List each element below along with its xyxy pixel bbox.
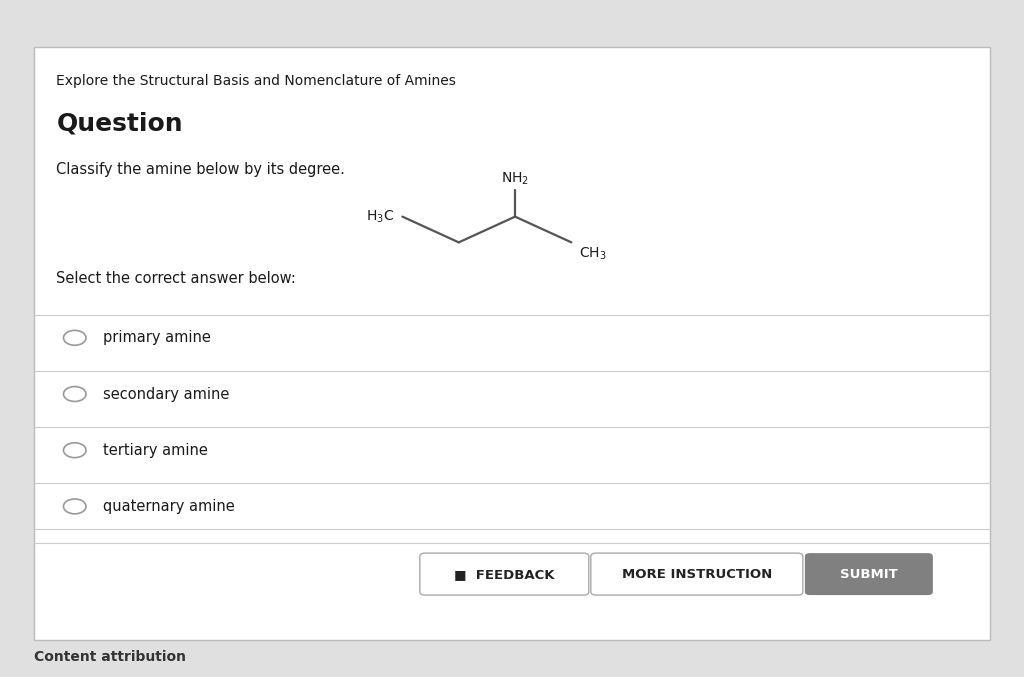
Text: SUBMIT: SUBMIT — [840, 567, 898, 581]
Text: secondary amine: secondary amine — [103, 387, 229, 401]
Text: Explore the Structural Basis and Nomenclature of Amines: Explore the Structural Basis and Nomencl… — [56, 74, 457, 89]
Text: $\mathregular{CH_3}$: $\mathregular{CH_3}$ — [579, 246, 606, 262]
Text: $\mathregular{NH_2}$: $\mathregular{NH_2}$ — [501, 171, 529, 187]
Text: primary amine: primary amine — [103, 330, 211, 345]
Text: Question: Question — [56, 112, 183, 135]
FancyBboxPatch shape — [591, 553, 803, 595]
Text: ■  FEEDBACK: ■ FEEDBACK — [454, 567, 555, 581]
FancyBboxPatch shape — [805, 553, 933, 595]
Text: $\mathregular{H_3C}$: $\mathregular{H_3C}$ — [367, 209, 394, 225]
Text: tertiary amine: tertiary amine — [103, 443, 208, 458]
Text: MORE INSTRUCTION: MORE INSTRUCTION — [622, 567, 772, 581]
Text: Select the correct answer below:: Select the correct answer below: — [56, 271, 296, 286]
Text: quaternary amine: quaternary amine — [103, 499, 236, 514]
FancyBboxPatch shape — [420, 553, 589, 595]
Text: Classify the amine below by its degree.: Classify the amine below by its degree. — [56, 162, 345, 177]
FancyBboxPatch shape — [34, 47, 990, 640]
Text: Content attribution: Content attribution — [34, 650, 185, 663]
